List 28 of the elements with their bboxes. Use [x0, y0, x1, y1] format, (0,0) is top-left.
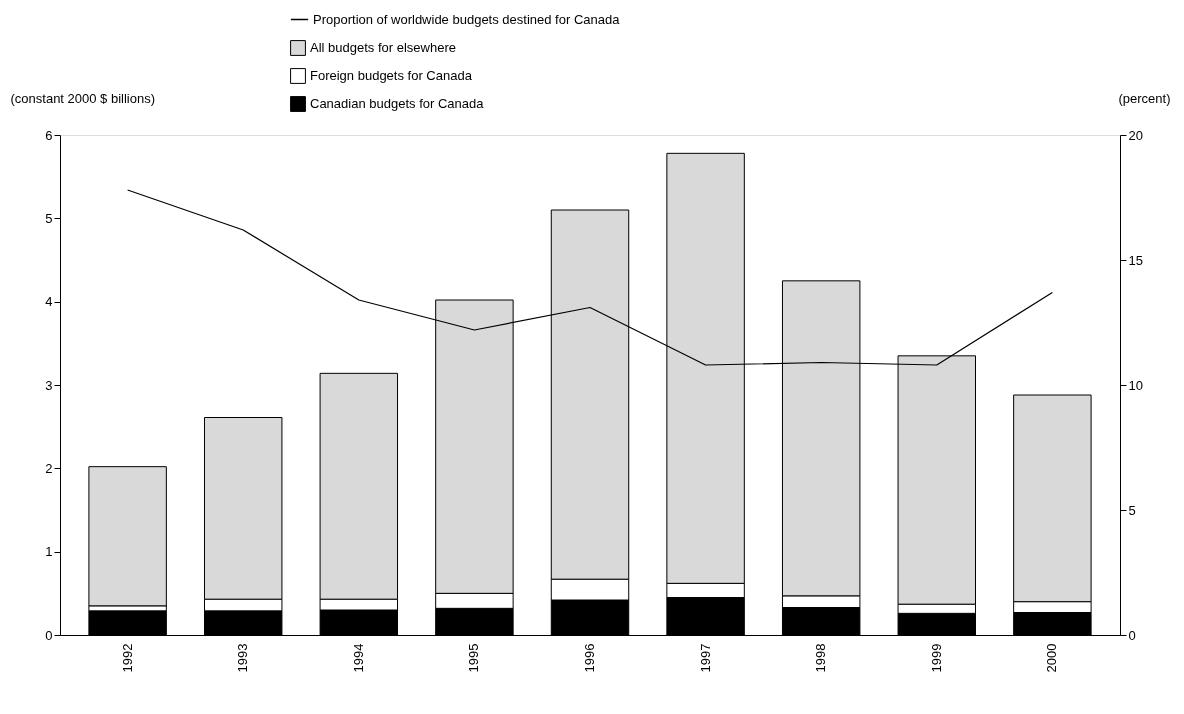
legend-label: All budgets for elsewhere — [310, 40, 456, 55]
x-tick-label: 1998 — [813, 643, 829, 673]
legend-label: Foreign budgets for Canada — [310, 68, 473, 83]
y2-tick-label: 0 — [1128, 627, 1136, 643]
y-tick-label: 5 — [45, 210, 53, 226]
y2-tick-label: 10 — [1128, 377, 1143, 393]
y2-axis-title: (percent) — [1118, 90, 1171, 106]
y2-tick-label: 5 — [1128, 502, 1136, 518]
y-tick-label: 3 — [45, 377, 53, 393]
x-tick-label: 1996 — [582, 643, 597, 673]
y-tick-label: 6 — [45, 127, 53, 143]
y-tick-label: 2 — [45, 460, 53, 476]
legend-label: Proportion of worldwide budgets destined for Canada — [313, 11, 621, 27]
x-tick-label: 2000 — [1044, 643, 1060, 673]
y2-tick-label: 15 — [1128, 252, 1143, 268]
x-tick-label: 1997 — [697, 643, 713, 673]
x-tick-label: 1999 — [928, 643, 944, 673]
legend-label: Canadian budgets for Canada — [310, 96, 485, 111]
y-tick-label: 4 — [45, 294, 53, 310]
y-tick-label: 1 — [45, 544, 53, 560]
y-axis-title: (constant 2000 $ billions) — [10, 90, 156, 106]
x-tick-label: 1993 — [235, 643, 251, 673]
x-tick-label: 1992 — [119, 643, 135, 673]
y2-tick-label: 20 — [1128, 127, 1143, 143]
x-tick-label: 1994 — [350, 643, 366, 673]
y-tick-label: 0 — [45, 627, 53, 643]
x-tick-label: 1995 — [466, 643, 482, 673]
bar — [88, 466, 167, 607]
